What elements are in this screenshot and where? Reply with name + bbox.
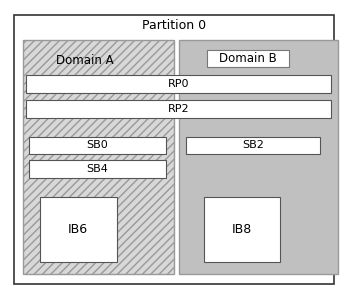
Text: SB0: SB0 — [86, 140, 108, 150]
Bar — [26, 75, 331, 93]
Text: IB6: IB6 — [68, 223, 88, 236]
Bar — [40, 197, 117, 262]
Text: SB4: SB4 — [86, 164, 108, 174]
Bar — [204, 197, 280, 262]
Text: Partition 0: Partition 0 — [142, 19, 206, 32]
Text: RP2: RP2 — [167, 104, 189, 114]
Text: SB2: SB2 — [242, 140, 264, 150]
Bar — [207, 50, 289, 67]
Bar — [26, 100, 331, 118]
Bar — [186, 137, 320, 154]
Bar — [29, 137, 166, 154]
Bar — [23, 40, 174, 274]
Bar — [29, 160, 166, 178]
Bar — [179, 40, 338, 274]
Text: IB8: IB8 — [232, 223, 252, 236]
Text: Domain A: Domain A — [56, 54, 113, 67]
Text: Domain B: Domain B — [219, 52, 277, 65]
Text: RP0: RP0 — [168, 79, 189, 89]
